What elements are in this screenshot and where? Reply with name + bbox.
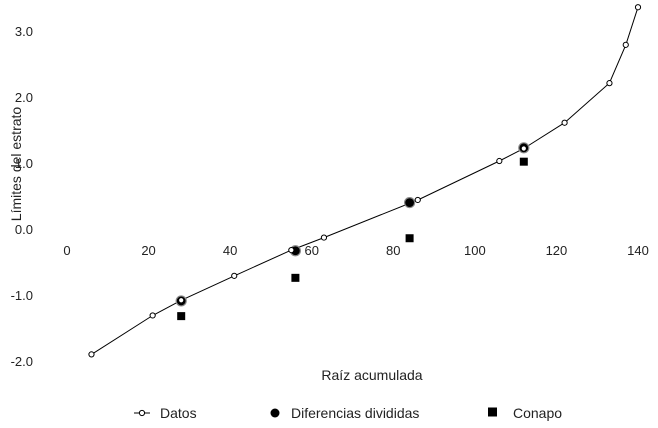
legend-item-conapo: Conapo [488, 405, 562, 421]
x-tick-label: 100 [464, 243, 486, 258]
datos-point [288, 247, 295, 254]
y-tick-label: 1.0 [15, 156, 33, 171]
plot-area [88, 4, 642, 358]
datos-point [149, 312, 156, 319]
datos-series-line [91, 7, 639, 355]
y-axis-tick-labels: 3.0 2.0 1.0 0.0 -1.0 -2.0 [11, 24, 33, 369]
y-tick-label: 0.0 [15, 222, 33, 237]
datos-point [414, 196, 421, 204]
x-tick-label: 80 [386, 243, 400, 258]
x-axis-title: Raíz acumulada [321, 367, 422, 383]
datos-point [88, 351, 95, 358]
legend-item-diferencias: Diferencias divididas [270, 405, 419, 421]
legend-datos-marker [138, 409, 146, 417]
conapo-point [291, 273, 300, 282]
legend-conapo-marker [488, 407, 497, 417]
datos-point [561, 119, 568, 126]
datos-point [496, 157, 503, 165]
y-tick-label: -1.0 [11, 288, 33, 303]
datos-point [622, 41, 629, 48]
y-tick-label: -2.0 [11, 354, 33, 369]
x-tick-label: 140 [627, 243, 649, 258]
x-tick-label: 20 [141, 243, 155, 258]
legend-datos-label: Datos [160, 405, 197, 421]
datos-point [520, 145, 527, 152]
conapo-point [405, 234, 414, 243]
legend: Datos Diferencias divididas Conapo [134, 405, 562, 421]
legend-diferencias-label: Diferencias divididas [291, 405, 419, 421]
x-tick-label: 40 [223, 243, 237, 258]
x-tick-label: 60 [304, 243, 318, 258]
diferencias-point [404, 197, 416, 209]
legend-diferencias-marker [270, 408, 280, 418]
y-tick-label: 2.0 [15, 90, 33, 105]
y-axis-title: Límites del estrato [8, 107, 24, 222]
datos-point [634, 4, 642, 11]
datos-point [606, 80, 613, 87]
conapo-point [177, 312, 186, 321]
x-tick-label: 120 [546, 243, 568, 258]
y-tick-label: 3.0 [15, 24, 33, 39]
datos-point [231, 272, 238, 279]
x-tick-label: 0 [63, 243, 70, 258]
datos-point [178, 297, 185, 304]
legend-item-datos: Datos [134, 405, 197, 421]
conapo-point [519, 157, 528, 166]
legend-conapo-label: Conapo [513, 405, 562, 421]
x-axis-tick-labels: 0 20 40 60 80 100 120 140 [63, 243, 648, 258]
datos-point [320, 234, 328, 241]
